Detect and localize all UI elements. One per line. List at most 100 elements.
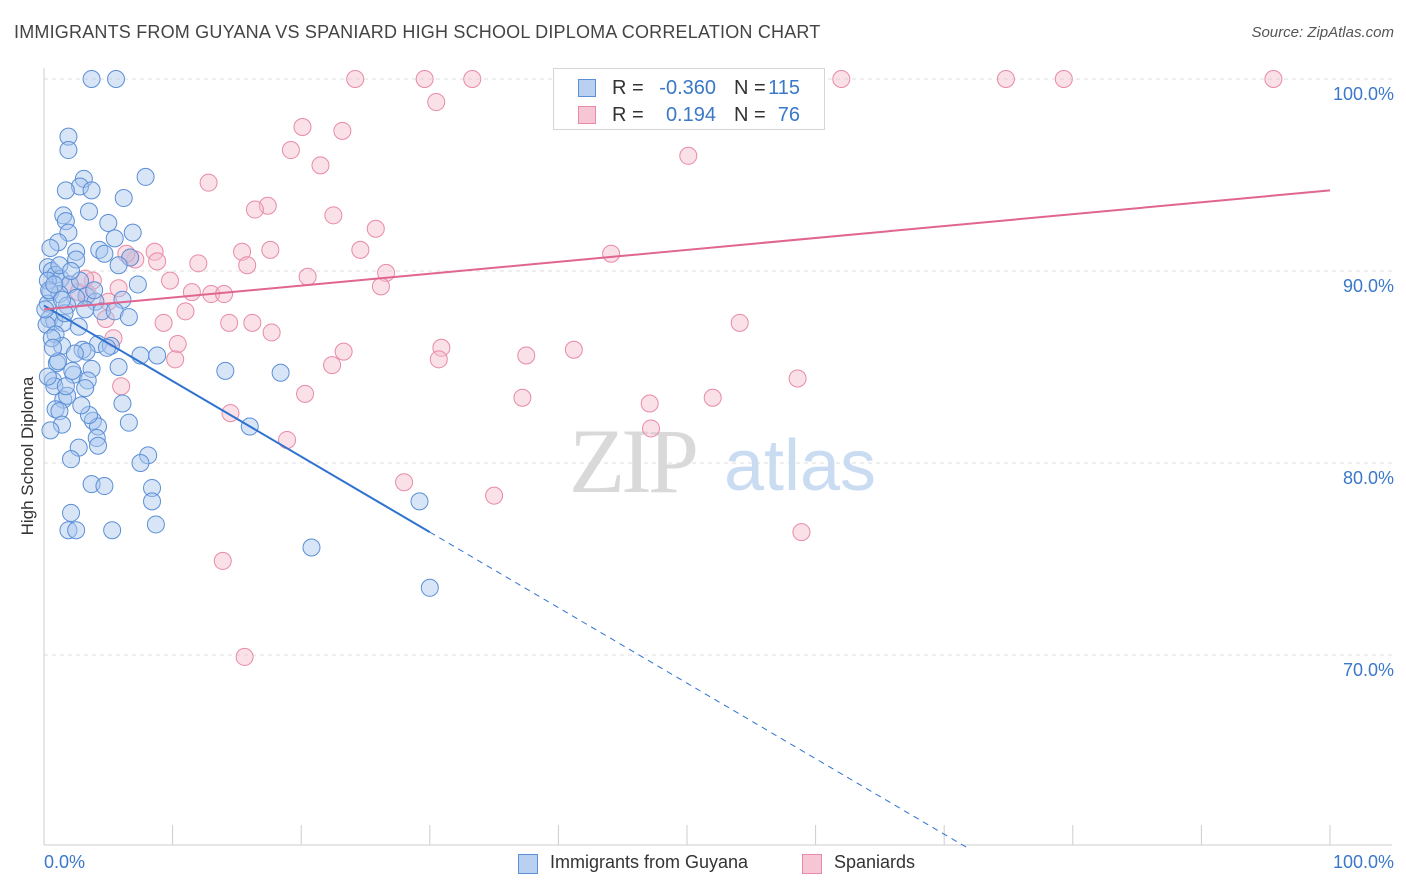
x-tick-label-min: 0.0%	[44, 852, 86, 872]
data-point	[45, 275, 64, 294]
data-point	[415, 70, 434, 88]
data-point	[119, 413, 138, 432]
data-point	[334, 342, 353, 361]
data-point	[366, 219, 385, 238]
data-point	[42, 329, 61, 348]
legend-r-value: -0.360	[659, 77, 716, 99]
data-point	[89, 436, 108, 455]
data-point	[371, 277, 390, 296]
data-point	[38, 367, 57, 386]
trend-line-guyana-extension	[429, 531, 971, 850]
data-point	[832, 70, 851, 88]
legend-n-label: N =	[734, 104, 766, 126]
bottom-legend-swatch-blue	[518, 854, 538, 874]
data-point	[67, 242, 86, 261]
data-point	[293, 118, 312, 136]
data-point	[176, 302, 195, 321]
data-point	[114, 189, 133, 208]
data-point	[154, 313, 173, 332]
data-point	[420, 578, 439, 597]
grid-lines	[44, 78, 1392, 656]
data-point	[182, 283, 201, 302]
data-point	[143, 478, 162, 497]
data-point	[216, 361, 235, 380]
data-point	[50, 402, 69, 421]
data-point	[113, 394, 132, 413]
spaniards-points	[60, 70, 1283, 666]
trend-lines	[43, 189, 1331, 850]
legend-n-value: 76	[777, 104, 800, 126]
data-point	[427, 93, 446, 112]
legend-swatch-pink	[578, 106, 596, 124]
data-point	[58, 386, 77, 405]
data-point	[730, 313, 749, 332]
legend-n-value: 115	[768, 77, 800, 99]
legend-r-label: R =	[612, 104, 644, 126]
legend-swatch-blue	[578, 79, 596, 97]
data-point	[323, 356, 342, 375]
data-point	[233, 242, 252, 261]
data-point	[56, 212, 75, 231]
data-point	[271, 363, 290, 382]
data-point	[53, 415, 72, 434]
data-point	[119, 308, 138, 327]
x-tick-label-max: 100.0%	[1332, 852, 1394, 872]
data-point	[395, 473, 414, 492]
data-point	[143, 492, 162, 511]
trend-line-spaniards	[43, 189, 1331, 311]
data-point	[235, 647, 254, 666]
data-point	[59, 127, 78, 146]
data-point	[298, 267, 317, 286]
data-point	[41, 238, 60, 257]
legend-r-value: 0.194	[665, 104, 716, 126]
data-point	[513, 388, 532, 407]
trend-line-guyana	[43, 304, 431, 533]
data-point	[49, 352, 68, 371]
data-point	[67, 521, 86, 540]
data-point	[432, 338, 451, 357]
data-point	[82, 70, 101, 88]
data-point	[95, 244, 114, 263]
data-point	[517, 346, 536, 365]
data-point	[333, 121, 352, 140]
data-point	[62, 503, 81, 522]
y-tick-label: 70.0%	[1342, 660, 1394, 680]
data-point	[71, 177, 90, 196]
data-point	[296, 384, 315, 403]
data-point	[56, 377, 75, 396]
data-point	[166, 350, 185, 369]
data-point	[72, 396, 91, 415]
data-point	[83, 271, 102, 290]
data-point	[37, 315, 56, 334]
data-point	[168, 334, 187, 353]
source-label: Source: ZipAtlas.com	[1251, 24, 1394, 41]
data-point	[53, 290, 72, 309]
data-point	[62, 450, 81, 469]
data-point	[261, 240, 280, 259]
data-point	[564, 340, 583, 359]
data-point	[641, 419, 660, 438]
data-point	[109, 256, 128, 275]
data-point	[76, 379, 95, 398]
data-point	[996, 70, 1015, 88]
data-point	[107, 70, 126, 88]
data-point	[262, 323, 281, 342]
data-point	[1054, 70, 1073, 88]
data-point	[324, 206, 343, 225]
data-point	[103, 521, 122, 540]
data-point	[112, 377, 131, 396]
axes	[43, 68, 1392, 846]
data-point	[92, 302, 111, 321]
data-point	[95, 477, 114, 496]
data-point	[302, 538, 321, 557]
data-point	[99, 214, 118, 232]
data-point	[62, 262, 81, 280]
data-point	[220, 313, 239, 332]
chart-title: IMMIGRANTS FROM GUYANA VS SPANIARD HIGH …	[14, 22, 821, 42]
data-point	[485, 486, 504, 505]
data-point	[136, 167, 155, 186]
data-point	[109, 279, 128, 298]
data-point	[148, 252, 167, 271]
data-point	[82, 359, 101, 378]
